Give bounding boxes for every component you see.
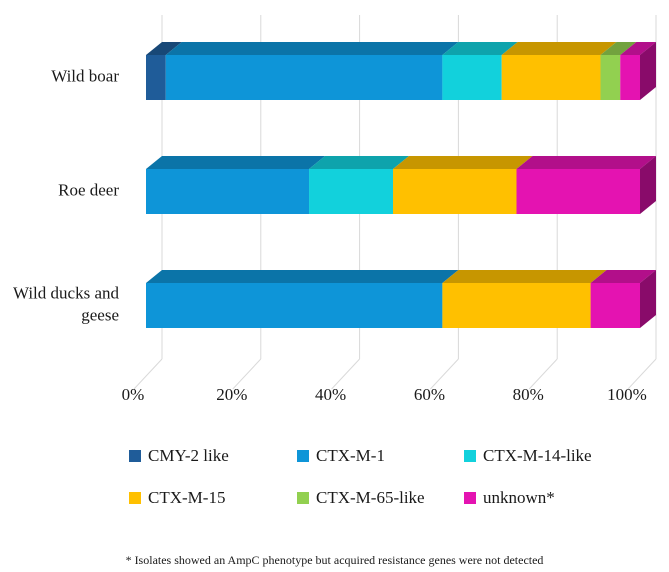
category-label-line: Wild ducks and (13, 284, 120, 303)
bar-wild-ducks-and-geese-ctx-m-15 (442, 270, 607, 328)
bar-side-roe-deer (640, 156, 656, 214)
bar-roe-deer-ctx-m-1-top (146, 156, 326, 169)
bar-roe-deer-ctx-m-1-front (146, 169, 310, 214)
legend-item-unknown: unknown* (464, 488, 555, 508)
legend-item-ctx-m-14-like: CTX-M-14-like (464, 446, 592, 466)
bar-roe-deer-ctx-m-14-like (309, 156, 409, 214)
bar-row-wild-boar (146, 42, 656, 100)
bar-wild-boar-ctx-m-1-front (165, 55, 443, 100)
legend-label: CTX-M-15 (148, 488, 226, 507)
legend-item-ctx-m-15: CTX-M-15 (129, 488, 225, 508)
bar-roe-deer-ctx-m-14-like-top (309, 156, 409, 169)
legend-label: CTX-M-14-like (483, 446, 592, 465)
bar-side-wild-boar (640, 42, 656, 100)
category-label-line: Roe deer (58, 181, 119, 200)
bar-wild-boar-cmy-2-like (146, 42, 182, 100)
bar-wild-ducks-and-geese-ctx-m-15-top (442, 270, 607, 283)
x-tick-label: 40% (315, 385, 346, 404)
gridline-floor (528, 358, 558, 390)
bar-wild-boar-ctx-m-65-like-top (600, 42, 637, 55)
x-tick-label: 0% (122, 385, 145, 404)
bar-wild-boar-ctx-m-14-like-front (442, 55, 502, 100)
legend-swatch (297, 450, 309, 462)
legend-label: CMY-2 like (148, 446, 229, 465)
bar-wild-ducks-and-geese-ctx-m-1-top (146, 270, 459, 283)
bar-wild-boar-ctx-m-1-top (165, 42, 459, 55)
legend-label: CTX-M-65-like (316, 488, 425, 507)
bar-roe-deer-ctx-m-14-like-front (309, 169, 393, 214)
bar-wild-boar-ctx-m-65-like-front (600, 55, 621, 100)
category-label-line: geese (81, 306, 119, 325)
bar-wild-boar-unknown-front (620, 55, 640, 100)
bar-roe-deer-unknown-top (516, 156, 656, 169)
legend-swatch (297, 492, 309, 504)
legend: CMY-2 like CTX-M-1 CTX-M-14-like CTX-M-1… (0, 446, 669, 546)
legend-label: CTX-M-1 (316, 446, 385, 465)
legend-swatch (129, 450, 141, 462)
footnote: * Isolates showed an AmpC phenotype but … (125, 553, 544, 567)
gridline-floor (232, 358, 262, 390)
bar-wild-boar-ctx-m-14-like-top (442, 42, 518, 55)
bars (146, 42, 656, 328)
category-label-wild-ducks-and-geese: Wild ducks and geese (13, 284, 120, 325)
bar-wild-boar-unknown (620, 42, 656, 100)
gridline-floor (331, 358, 360, 390)
category-label-line: Wild boar (51, 67, 119, 86)
bar-roe-deer-ctx-m-15-top (393, 156, 533, 169)
category-label-roe-deer: Roe deer (58, 181, 119, 200)
x-tick-labels: 0% 20% 40% 60% 80% 100% (122, 385, 647, 404)
bar-wild-ducks-and-geese-ctx-m-15-front (442, 283, 591, 328)
legend-item-ctx-m-1: CTX-M-1 (297, 446, 385, 466)
bar-wild-ducks-and-geese-unknown-top (590, 270, 656, 283)
bar-roe-deer-ctx-m-15-front (393, 169, 517, 214)
legend-item-cmy-2-like: CMY-2 like (129, 446, 229, 466)
bar-roe-deer-unknown-front (516, 169, 640, 214)
bar-roe-deer-ctx-m-1 (146, 156, 326, 214)
x-tick-label: 60% (414, 385, 445, 404)
bar-wild-ducks-and-geese-ctx-m-1 (146, 270, 459, 328)
gridline-floor (627, 358, 657, 390)
category-labels: Wild boar Roe deer Wild ducks and geese (13, 67, 120, 325)
legend-swatch (129, 492, 141, 504)
bar-wild-boar-ctx-m-14-like (442, 42, 518, 100)
bar-wild-boar-ctx-m-15-front (501, 55, 601, 100)
x-tick-label: 80% (513, 385, 544, 404)
bar-wild-boar-unknown-top (620, 42, 656, 55)
bar-wild-ducks-and-geese-unknown (590, 270, 656, 328)
bar-wild-boar-ctx-m-65-like (600, 42, 637, 100)
legend-swatch (464, 492, 476, 504)
bar-wild-ducks-and-geese-ctx-m-1-front (146, 283, 443, 328)
x-tick-label: 100% (607, 385, 647, 404)
gridline-floor (430, 358, 459, 390)
bar-roe-deer-unknown (516, 156, 656, 214)
bar-wild-boar-ctx-m-15-top (501, 42, 617, 55)
bar-wild-boar-cmy-2-like-front (146, 55, 166, 100)
bar-row-wild-ducks-and-geese (146, 270, 656, 328)
stacked-bar-chart: Wild boar Roe deer Wild ducks and geese 0% 2… (13, 15, 657, 404)
bar-row-roe-deer (146, 156, 656, 214)
bar-wild-ducks-and-geese-unknown-front (590, 283, 640, 328)
legend-swatch (464, 450, 476, 462)
bar-side-wild-ducks-and-geese (640, 270, 656, 328)
bar-wild-boar-cmy-2-like-top (146, 42, 182, 55)
bar-wild-boar-ctx-m-15 (501, 42, 617, 100)
x-tick-label: 20% (216, 385, 247, 404)
gridline-floor (133, 358, 163, 390)
legend-item-ctx-m-65-like: CTX-M-65-like (297, 488, 425, 508)
category-label-wild-boar: Wild boar (51, 67, 119, 86)
bar-wild-boar-ctx-m-1 (165, 42, 459, 100)
bar-roe-deer-ctx-m-15 (393, 156, 533, 214)
legend-label: unknown* (483, 488, 555, 507)
